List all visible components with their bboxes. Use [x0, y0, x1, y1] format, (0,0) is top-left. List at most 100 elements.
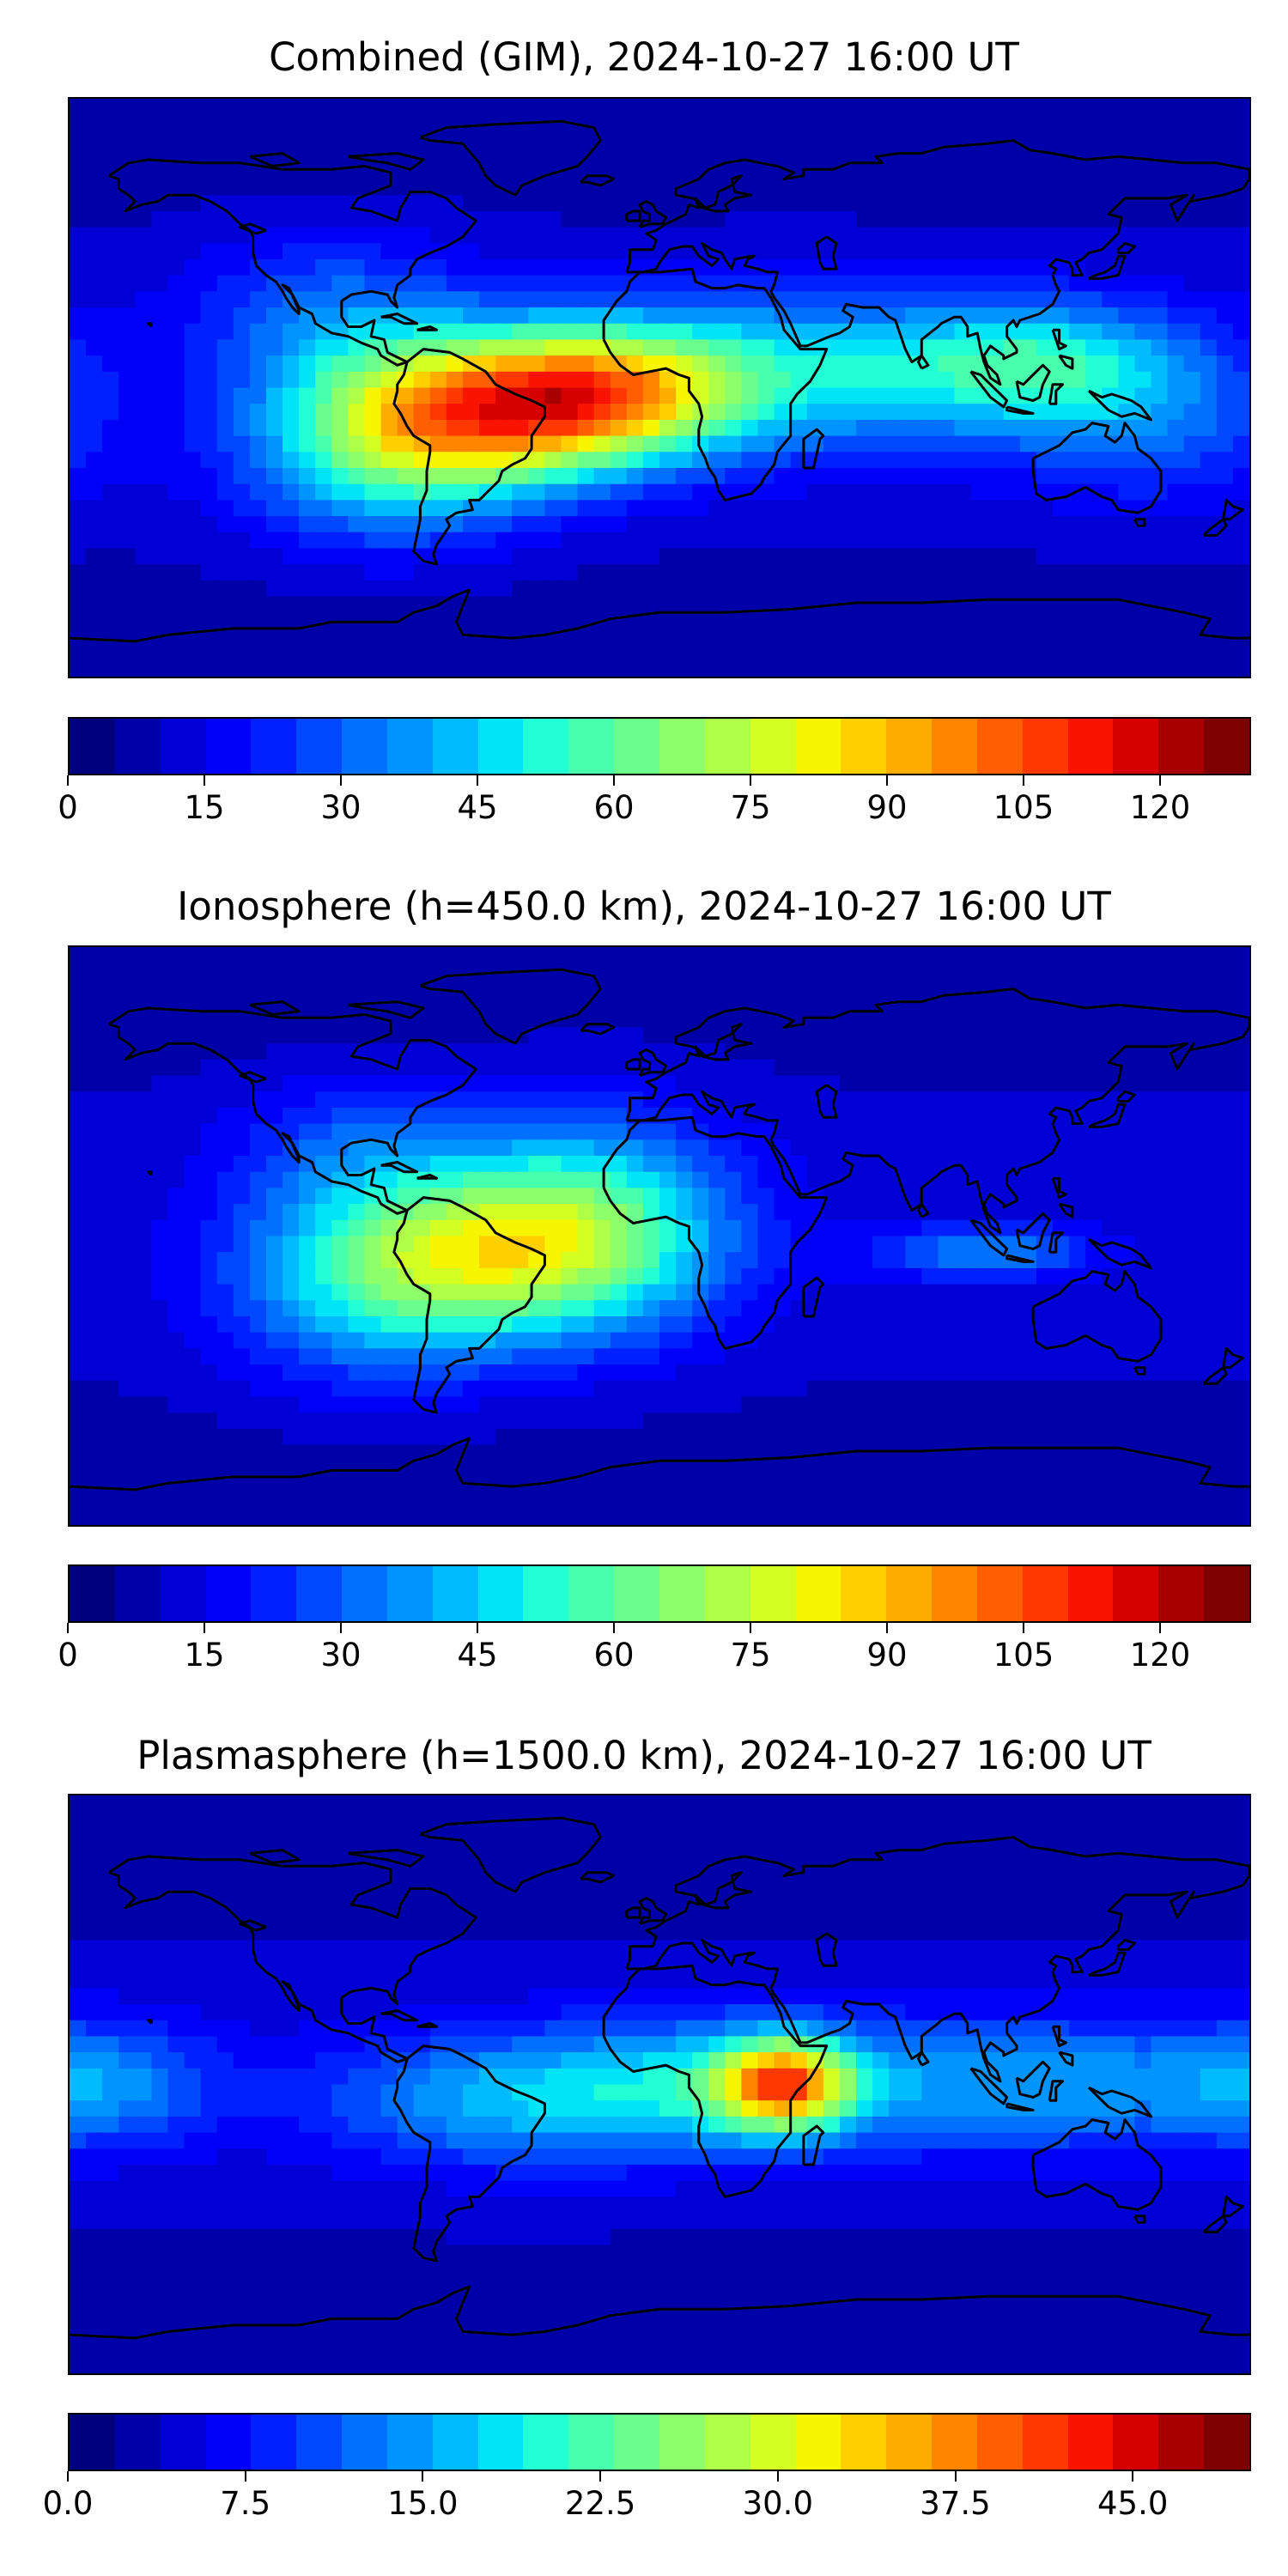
map-cell: [823, 355, 841, 373]
map-cell: [479, 1059, 496, 1077]
map-cell: [413, 99, 431, 116]
map-cell: [938, 995, 956, 1012]
map-cell: [1200, 947, 1218, 964]
map-cell: [905, 1107, 922, 1125]
map-cell: [397, 467, 415, 485]
map-cell: [692, 963, 709, 980]
map-cell: [774, 947, 792, 964]
map-cell: [1134, 1428, 1152, 1446]
map-cell: [692, 227, 709, 244]
map-cell: [708, 404, 726, 421]
map-cell: [577, 404, 595, 421]
map-cell: [1085, 1300, 1103, 1317]
map-cell: [905, 307, 922, 325]
map-cell: [167, 1219, 185, 1237]
map-cell: [872, 1396, 890, 1413]
map-cell: [413, 1219, 431, 1237]
map-cell: [659, 1284, 677, 1301]
map-cell: [348, 307, 366, 325]
map-cell: [741, 452, 759, 469]
map-cell: [299, 258, 316, 276]
map-cell: [610, 387, 628, 404]
map-cell: [315, 1348, 332, 1365]
coastline: [625, 139, 1249, 386]
map-cell: [479, 947, 496, 964]
map-cell: [135, 1284, 153, 1301]
map-cell: [70, 1284, 87, 1301]
map-cell: [921, 1075, 939, 1092]
map-cell: [856, 995, 873, 1012]
map-cell: [1069, 1059, 1086, 1077]
map-cell: [921, 387, 939, 404]
map-cell: [676, 548, 693, 565]
map-cell: [233, 275, 251, 292]
map-cell: [151, 483, 169, 501]
map-cell: [708, 1043, 726, 1060]
map-cell: [479, 131, 496, 148]
map-cell: [905, 483, 922, 501]
map-cell: [184, 1011, 202, 1029]
map-cell: [216, 355, 234, 373]
map-cell: [790, 1059, 808, 1077]
map-cell: [708, 1139, 726, 1157]
map-cell: [364, 1091, 382, 1109]
map-cell: [283, 1348, 300, 1365]
map-cell: [1183, 548, 1201, 565]
map-cell: [1069, 1027, 1086, 1044]
map-cell: [118, 452, 136, 469]
map-cell: [544, 1396, 562, 1413]
map-cell: [446, 323, 464, 341]
map-cell: [1167, 564, 1185, 581]
map-cell: [692, 99, 709, 116]
map-cell: [839, 243, 857, 260]
map-cell: [790, 660, 808, 677]
map-cell: [544, 1204, 562, 1221]
coastline: [1202, 518, 1228, 537]
map-cell: [1069, 452, 1086, 469]
map-cell: [659, 483, 677, 501]
map-cell: [331, 483, 349, 501]
map-cell: [299, 644, 316, 661]
map-cell: [823, 1364, 841, 1382]
map-cell: [380, 1107, 398, 1125]
map-cell: [102, 1396, 119, 1413]
map-cell: [708, 979, 726, 996]
map-cell: [233, 1107, 251, 1125]
map-cell: [512, 291, 529, 308]
map-cell: [757, 195, 775, 212]
map-cell: [184, 564, 202, 581]
map-cell: [1085, 628, 1103, 646]
map-cell: [839, 483, 857, 501]
coastline: [917, 354, 930, 370]
map-cell: [1069, 1123, 1086, 1140]
map-cell: [856, 516, 873, 533]
map-cell: [1183, 596, 1201, 613]
map-cell: [938, 1315, 956, 1334]
map-cell: [839, 1267, 857, 1285]
map-cell: [135, 1219, 153, 1237]
map-cell: [495, 1252, 513, 1269]
map-cell: [1167, 500, 1185, 517]
map-cell: [1167, 1413, 1185, 1430]
map-cell: [397, 1171, 415, 1189]
map-cell: [299, 1188, 316, 1205]
map-cell: [741, 1364, 759, 1382]
map-cell: [889, 162, 906, 180]
map-cell: [167, 387, 185, 404]
map-cell: [348, 435, 366, 453]
map-cell: [659, 1027, 677, 1044]
map-cell: [856, 1123, 873, 1140]
map-cell: [823, 162, 841, 180]
map-cell: [1102, 979, 1119, 996]
map-cell: [1167, 467, 1185, 485]
map-cell: [200, 1300, 218, 1317]
map-cell: [380, 387, 398, 404]
map-cell: [102, 162, 119, 180]
map-cell: [823, 1156, 841, 1173]
map-cell: [283, 1171, 300, 1189]
map-cell: [642, 355, 660, 373]
colorbar-tick-label: 60: [593, 789, 635, 826]
map-cell: [626, 532, 644, 550]
map-cell: [938, 1300, 956, 1317]
map-cell: [757, 99, 775, 116]
